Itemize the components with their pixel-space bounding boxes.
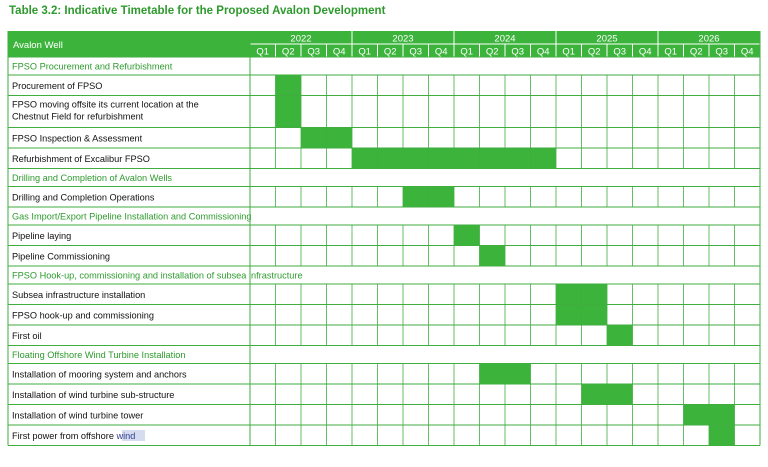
section-heading: FPSO Procurement and Refurbishment bbox=[12, 62, 173, 72]
header-first-column: Avalon Well bbox=[13, 40, 63, 51]
task-label: FPSO Inspection & Assessment bbox=[12, 134, 143, 144]
task-label: Pipeline laying bbox=[12, 231, 71, 241]
task-label: Installation of wind turbine tower bbox=[12, 411, 143, 421]
quarter-header: Q3 bbox=[511, 47, 524, 58]
quarter-header: Q3 bbox=[409, 47, 422, 58]
task-label: FPSO moving offsite its current location… bbox=[12, 100, 199, 110]
section-heading: Drilling and Completion of Avalon Wells bbox=[12, 173, 172, 183]
quarter-header: Q2 bbox=[486, 47, 499, 58]
quarter-header: Q3 bbox=[613, 47, 626, 58]
quarter-header: Q3 bbox=[715, 47, 728, 58]
task-label: Drilling and Completion Operations bbox=[12, 193, 155, 203]
year-2024: 2024 bbox=[494, 34, 515, 45]
task-label: FPSO hook-up and commissioning bbox=[12, 311, 154, 321]
task-label: Subsea infrastructure installation bbox=[12, 290, 145, 300]
quarter-header: Q1 bbox=[460, 47, 473, 58]
quarter-header: Q4 bbox=[537, 47, 550, 58]
task-label: Procurement of FPSO bbox=[12, 81, 102, 91]
quarter-header: Q4 bbox=[639, 47, 652, 58]
year-2026: 2026 bbox=[698, 34, 719, 45]
quarter-header: Q2 bbox=[690, 47, 703, 58]
quarter-header: Q4 bbox=[435, 47, 448, 58]
task-bar bbox=[275, 95, 301, 128]
task-label: Installation of mooring system and ancho… bbox=[12, 370, 187, 380]
section-heading: Gas Import/Export Pipeline Installation … bbox=[12, 212, 252, 222]
quarter-header: Q1 bbox=[358, 47, 371, 58]
quarter-header: Q1 bbox=[256, 47, 269, 58]
task-label: Chestnut Field for refurbishment bbox=[12, 112, 144, 122]
quarter-header: Q1 bbox=[664, 47, 677, 58]
task-label: Pipeline Commissioning bbox=[12, 252, 110, 262]
task-label: First oil bbox=[12, 331, 42, 341]
table-title: Table 3.2: Indicative Timetable for the … bbox=[9, 5, 386, 17]
year-2022: 2022 bbox=[290, 34, 311, 45]
quarter-header: Q3 bbox=[307, 47, 320, 58]
text-selection-highlight bbox=[122, 430, 145, 441]
task-bar bbox=[275, 75, 301, 96]
quarter-header: Q4 bbox=[741, 47, 754, 58]
year-2023: 2023 bbox=[392, 34, 413, 45]
quarter-header: Q2 bbox=[588, 47, 601, 58]
task-label: Installation of wind turbine sub-structu… bbox=[12, 390, 174, 400]
task-bar bbox=[454, 225, 480, 246]
section-heading: FPSO Hook-up, commissioning and installa… bbox=[12, 271, 303, 281]
task-label: Refurbishment of Excalibur FPSO bbox=[12, 154, 150, 164]
year-2025: 2025 bbox=[596, 34, 617, 45]
quarter-header: Q4 bbox=[333, 47, 346, 58]
task-bar bbox=[709, 425, 735, 446]
task-label: First power from offshore wind bbox=[12, 431, 135, 441]
quarter-header: Q2 bbox=[384, 47, 397, 58]
section-heading: Floating Offshore Wind Turbine Installat… bbox=[12, 350, 185, 360]
quarter-header: Q1 bbox=[562, 47, 575, 58]
task-bar bbox=[607, 325, 633, 346]
task-bar bbox=[479, 245, 505, 266]
quarter-header: Q2 bbox=[282, 47, 295, 58]
